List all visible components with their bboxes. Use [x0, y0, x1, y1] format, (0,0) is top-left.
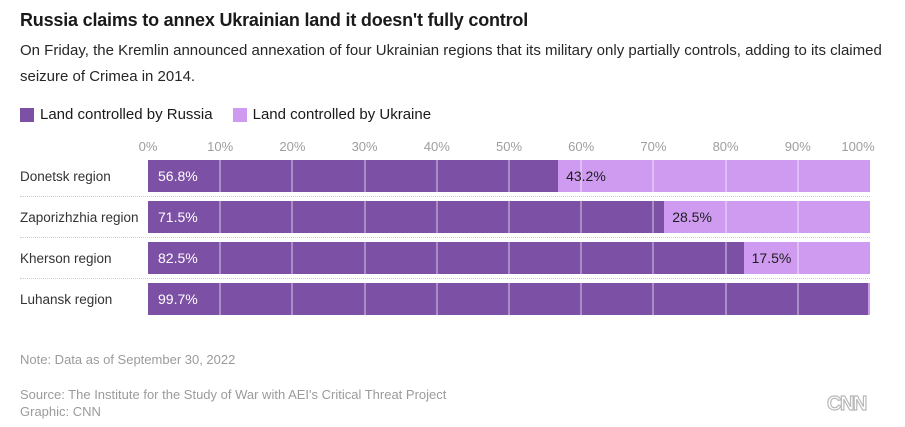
bar-track: 56.8% 43.2% — [148, 160, 870, 192]
gridline — [724, 201, 727, 233]
gridline — [291, 283, 294, 315]
x-axis-tick-label: 10% — [207, 139, 234, 154]
gridline — [580, 283, 583, 315]
gridline — [796, 160, 799, 192]
bar-segment-ukraine — [558, 160, 870, 192]
gridline — [652, 201, 655, 233]
gridline — [435, 201, 438, 233]
x-axis-tick-label: 80% — [712, 139, 739, 154]
gridline — [580, 160, 583, 192]
bar-segment-ukraine — [664, 201, 870, 233]
source-block: Source: The Institute for the Study of W… — [20, 386, 446, 420]
legend-item-ukraine: Land controlled by Ukraine — [232, 106, 432, 123]
bar-value-label-russia: 82.5% — [158, 250, 198, 266]
footer: Source: The Institute for the Study of W… — [20, 386, 870, 420]
chart-subtitle: On Friday, the Kremlin announced annexat… — [20, 42, 882, 85]
gridline — [724, 242, 727, 274]
graphic-credit-text: Graphic: CNN — [20, 404, 101, 419]
gridline — [580, 242, 583, 274]
gridline — [363, 283, 366, 315]
gridline — [508, 201, 510, 233]
bar-segment-russia — [148, 160, 559, 192]
gridline — [219, 283, 222, 315]
bar-value-label-ukraine: 28.5% — [672, 209, 712, 225]
gridline — [652, 242, 655, 274]
bar-segment-russia — [148, 242, 744, 274]
x-axis: 0% 10% 20% 30% 40% 50% 60% 70% 80% 90% 100% — [139, 139, 875, 160]
note-text: Note: Data as of September 30, 2022 — [20, 352, 236, 367]
gridline — [219, 160, 222, 192]
bar-row: Luhansk region 99.7% — [20, 283, 870, 315]
gridline — [435, 242, 438, 274]
bar-rows: Donetsk region 56.8% 43.2% Zaporizhzhia reg… — [20, 160, 870, 315]
x-axis-tick-label: 30% — [351, 139, 378, 154]
bar-value-label-ukraine: 43.2% — [566, 168, 606, 184]
bar-track: 99.7% — [148, 283, 870, 315]
gridline — [652, 283, 655, 315]
bar-segment-ukraine — [743, 242, 870, 274]
legend-label-russia: Land controlled by Russia — [40, 106, 213, 123]
bar-value-label-russia: 56.8% — [158, 168, 198, 184]
row-separator — [20, 196, 870, 197]
row-separator — [20, 278, 870, 279]
gridline — [796, 201, 799, 233]
x-axis-tick-label: 60% — [568, 139, 595, 154]
cnn-logo-text: CNN — [827, 393, 867, 415]
bar-value-label-russia: 71.5% — [158, 209, 198, 225]
gridline — [363, 242, 366, 274]
bar-track: 82.5% 17.5% — [148, 242, 870, 274]
bar-row: Kherson region 82.5% 17.5% — [20, 242, 870, 274]
bar-segment-ukraine — [867, 283, 870, 315]
x-axis-tick-label: 90% — [784, 139, 811, 154]
gridline — [291, 242, 294, 274]
source-text: Source: The Institute for the Study of W… — [20, 387, 447, 402]
gridline — [219, 201, 222, 233]
gridline — [724, 283, 727, 315]
row-separator — [20, 237, 870, 238]
gridline — [291, 201, 294, 233]
x-axis-tick-label: 100% — [841, 139, 875, 154]
gridline — [508, 283, 510, 315]
x-axis-tick-label: 0% — [138, 139, 158, 154]
x-axis-tick-label: 50% — [495, 139, 523, 154]
bar-row: Donetsk region 56.8% 43.2% — [20, 160, 870, 192]
gridline — [435, 283, 438, 315]
bar-value-label-ukraine: 17.5% — [751, 250, 792, 266]
legend: Land controlled by Russia Land controlle… — [20, 106, 870, 123]
x-axis-tick-label: 70% — [640, 139, 667, 154]
gridline — [580, 201, 583, 233]
gridline — [291, 160, 294, 192]
gridline — [508, 242, 510, 274]
gridline — [435, 160, 438, 192]
legend-label-ukraine: Land controlled by Ukraine — [252, 106, 432, 123]
gridline — [219, 242, 222, 274]
gridline — [363, 201, 366, 233]
row-category-label: Donetsk region — [20, 168, 111, 184]
bar-row: Zaporizhzhia region 71.5% 28.5% — [20, 201, 870, 233]
bar-value-label-russia: 99.7% — [158, 291, 198, 307]
cnn-logo: CNN — [826, 392, 869, 415]
chart-title: Russia claims to annex Ukrainian land it… — [20, 10, 528, 30]
row-category-label: Kherson region — [20, 250, 112, 266]
row-category-label: Zaporizhzhia region — [20, 209, 139, 225]
x-axis-tick-label: 20% — [279, 139, 306, 154]
gridline — [508, 160, 510, 192]
legend-swatch-ukraine — [232, 107, 247, 122]
gridline — [796, 283, 799, 315]
stacked-bar-chart: 0% 10% 20% 30% 40% 50% 60% 70% 80% 90% 100% Donets… — [20, 139, 875, 315]
gridline — [652, 160, 655, 192]
bar-segment-russia — [148, 283, 868, 315]
gridline — [796, 242, 799, 274]
legend-item-russia: Land controlled by Russia — [20, 106, 213, 123]
gridline — [724, 160, 727, 192]
x-axis-tick-label: 40% — [423, 139, 450, 154]
gridline — [363, 160, 366, 192]
legend-swatch-russia — [20, 107, 34, 122]
row-category-label: Luhansk region — [20, 291, 113, 307]
bar-track: 71.5% 28.5% — [148, 201, 870, 233]
bar-segment-russia — [148, 201, 665, 233]
